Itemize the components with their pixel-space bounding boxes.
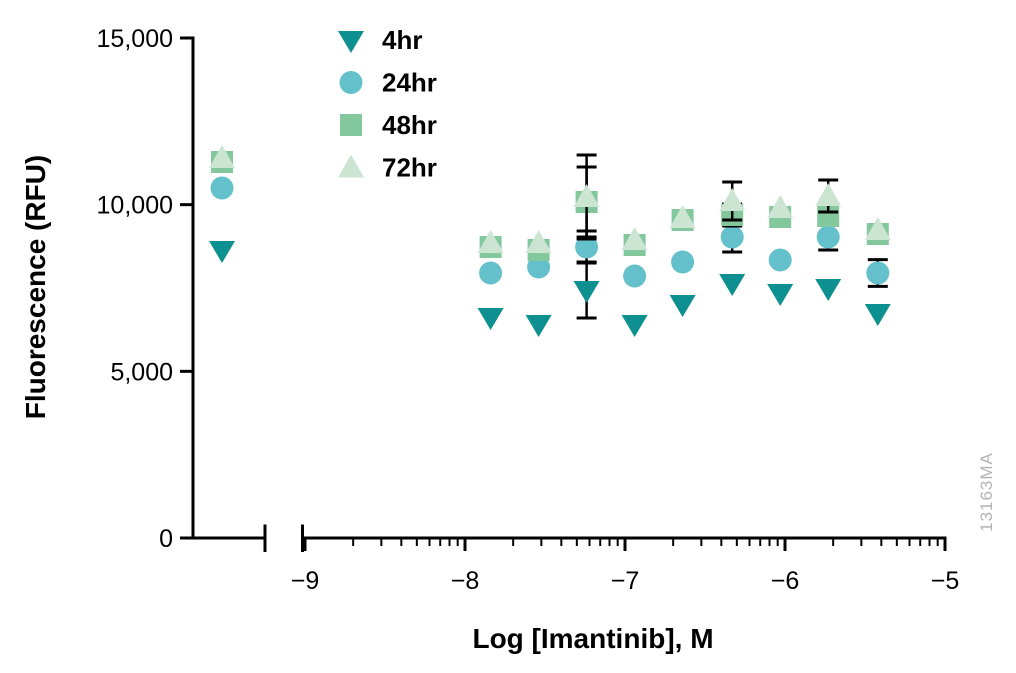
marker-72hr	[815, 183, 842, 206]
x-tick-label: −9	[291, 567, 320, 595]
marker-24hr	[527, 255, 551, 279]
marker-4hr	[864, 304, 891, 326]
legend-label: 72hr	[382, 153, 437, 183]
series-4hr	[209, 241, 891, 337]
marker-4hr	[815, 279, 842, 301]
series-72hr	[209, 145, 891, 253]
data-series-layer	[209, 145, 891, 337]
marker-4hr	[573, 281, 600, 303]
marker-72hr	[767, 195, 794, 218]
marker-24hr	[816, 225, 840, 249]
marker-4hr	[669, 295, 696, 317]
legend-item-72hr: 72hr	[338, 153, 437, 183]
marker-24hr	[768, 248, 792, 272]
y-tick-label: 10,000	[97, 192, 173, 220]
x-tick-label: −7	[611, 567, 640, 595]
marker-24hr	[866, 261, 890, 285]
marker-72hr	[864, 217, 891, 240]
legend-marker-4hr	[338, 31, 364, 53]
watermark: 13163MA	[977, 452, 996, 532]
legend-item-48hr: 48hr	[340, 110, 437, 140]
series-48hr	[211, 151, 889, 261]
legend-marker-48hr	[340, 114, 362, 136]
x-tick-label: −5	[931, 567, 960, 595]
legend-item-24hr: 24hr	[339, 68, 437, 98]
marker-24hr	[575, 235, 599, 259]
marker-4hr	[525, 315, 552, 337]
x-tick-label: −8	[451, 567, 480, 595]
legend-marker-72hr	[338, 154, 364, 178]
y-tick-label: 15,000	[97, 25, 173, 53]
marker-72hr	[209, 145, 235, 168]
marker-4hr	[621, 315, 648, 337]
legend-marker-24hr	[339, 71, 363, 94]
y-axis-title: Fluorescence (RFU)	[20, 155, 51, 420]
legend-label: 4hr	[382, 25, 422, 55]
marker-72hr	[525, 230, 552, 253]
x-axis-title: Log [Imantinib], M	[472, 623, 713, 654]
marker-24hr	[623, 264, 647, 288]
axes: 0 5,000 10,000 15,000 −9 −8 −7 −6 −5	[97, 25, 960, 595]
legend-label: 48hr	[382, 110, 437, 140]
marker-24hr	[210, 176, 234, 200]
legend: 4hr 24hr 48hr 72hr	[338, 25, 437, 183]
marker-72hr	[477, 230, 504, 253]
marker-4hr	[767, 284, 794, 306]
marker-4hr	[209, 241, 235, 263]
marker-72hr	[573, 184, 600, 207]
series-24hr	[210, 176, 890, 288]
marker-4hr	[719, 274, 746, 296]
legend-label: 24hr	[382, 68, 437, 98]
marker-24hr	[720, 225, 744, 249]
legend-item-4hr: 4hr	[338, 25, 422, 55]
marker-72hr	[621, 227, 648, 250]
y-tick-label: 5,000	[110, 358, 173, 386]
marker-24hr	[479, 261, 503, 285]
marker-72hr	[719, 188, 746, 211]
x-tick-label: −6	[771, 567, 800, 595]
y-tick-label: 0	[159, 525, 173, 553]
marker-4hr	[477, 308, 504, 330]
marker-24hr	[671, 250, 695, 274]
marker-72hr	[669, 205, 696, 228]
